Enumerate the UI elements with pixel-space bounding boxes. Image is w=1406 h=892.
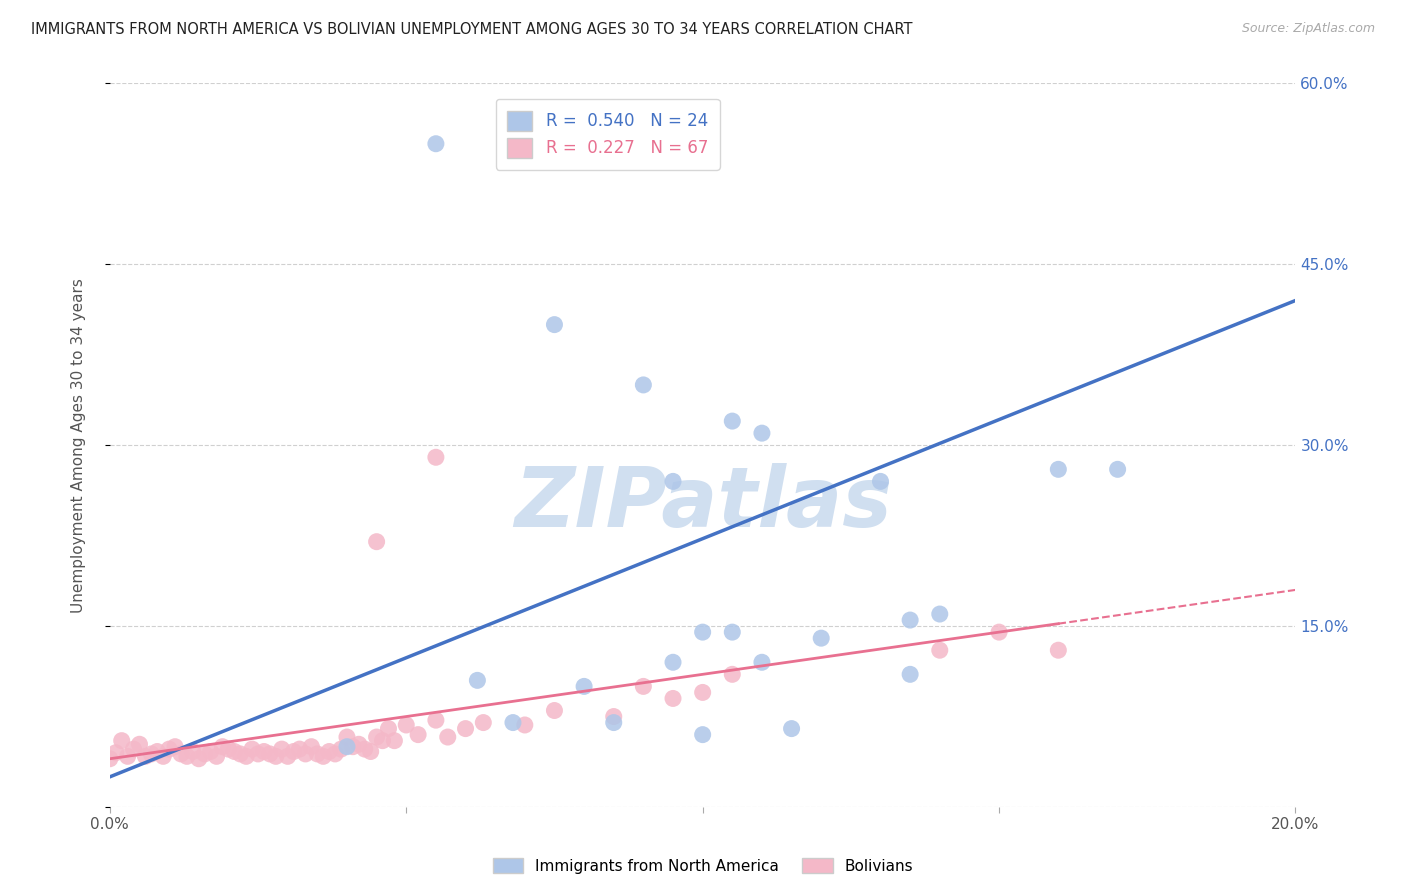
Point — [928, 643, 950, 657]
Point — [307, 747, 329, 761]
Point — [270, 742, 292, 756]
Point — [194, 747, 217, 761]
Point — [454, 722, 477, 736]
Point — [104, 746, 127, 760]
Point — [318, 745, 340, 759]
Point — [1047, 462, 1070, 476]
Point — [187, 752, 209, 766]
Point — [425, 450, 447, 465]
Point — [633, 378, 655, 392]
Point — [283, 745, 305, 759]
Point — [141, 747, 163, 761]
Point — [211, 739, 233, 754]
Text: IMMIGRANTS FROM NORTH AMERICA VS BOLIVIAN UNEMPLOYMENT AMONG AGES 30 TO 34 YEARS: IMMIGRANTS FROM NORTH AMERICA VS BOLIVIA… — [31, 22, 912, 37]
Point — [810, 631, 832, 645]
Point — [572, 679, 595, 693]
Point — [152, 749, 174, 764]
Point — [157, 742, 180, 756]
Text: ZIPatlas: ZIPatlas — [513, 463, 891, 543]
Point — [146, 745, 169, 759]
Point — [502, 715, 524, 730]
Point — [898, 667, 921, 681]
Point — [692, 685, 714, 699]
Point — [721, 667, 744, 681]
Point — [181, 745, 204, 759]
Point — [721, 414, 744, 428]
Point — [259, 747, 281, 761]
Point — [603, 709, 626, 723]
Y-axis label: Unemployment Among Ages 30 to 34 years: Unemployment Among Ages 30 to 34 years — [72, 277, 86, 613]
Point — [395, 718, 418, 732]
Point — [224, 745, 246, 759]
Point — [323, 747, 346, 761]
Point — [353, 742, 375, 756]
Point — [347, 737, 370, 751]
Point — [436, 730, 458, 744]
Point — [299, 739, 322, 754]
Point — [366, 534, 388, 549]
Point — [603, 715, 626, 730]
Point — [988, 625, 1011, 640]
Point — [780, 722, 803, 736]
Point — [751, 655, 773, 669]
Point — [165, 739, 187, 754]
Point — [360, 745, 382, 759]
Point — [170, 747, 193, 761]
Point — [751, 426, 773, 441]
Point — [330, 742, 353, 756]
Text: Source: ZipAtlas.com: Source: ZipAtlas.com — [1241, 22, 1375, 36]
Point — [294, 747, 316, 761]
Point — [336, 730, 359, 744]
Point — [247, 747, 270, 761]
Point — [692, 625, 714, 640]
Point — [898, 613, 921, 627]
Point — [377, 722, 399, 736]
Point — [662, 475, 685, 489]
Legend: R =  0.540   N = 24, R =  0.227   N = 67: R = 0.540 N = 24, R = 0.227 N = 67 — [496, 99, 720, 169]
Point — [662, 655, 685, 669]
Point — [513, 718, 536, 732]
Point — [633, 679, 655, 693]
Point — [467, 673, 489, 688]
Point — [662, 691, 685, 706]
Point — [205, 749, 228, 764]
Point — [134, 749, 156, 764]
Point — [312, 749, 335, 764]
Point — [366, 730, 388, 744]
Point — [543, 318, 565, 332]
Point — [235, 749, 257, 764]
Point — [111, 733, 134, 747]
Point — [406, 728, 429, 742]
Legend: Immigrants from North America, Bolivians: Immigrants from North America, Bolivians — [486, 852, 920, 880]
Point — [425, 136, 447, 151]
Point — [200, 745, 222, 759]
Point — [217, 742, 239, 756]
Point — [98, 752, 121, 766]
Point — [229, 747, 252, 761]
Point — [472, 715, 495, 730]
Point — [869, 475, 891, 489]
Point — [277, 749, 299, 764]
Point — [117, 749, 139, 764]
Point — [1047, 643, 1070, 657]
Point — [264, 749, 287, 764]
Point — [543, 704, 565, 718]
Point — [240, 742, 263, 756]
Point — [128, 737, 150, 751]
Point — [176, 749, 198, 764]
Point — [928, 607, 950, 621]
Point — [342, 739, 364, 754]
Point — [384, 733, 406, 747]
Point — [288, 742, 311, 756]
Point — [1107, 462, 1129, 476]
Point — [122, 742, 145, 756]
Point — [425, 713, 447, 727]
Point — [371, 733, 394, 747]
Point — [721, 625, 744, 640]
Point — [336, 739, 359, 754]
Point — [253, 745, 276, 759]
Point — [692, 728, 714, 742]
